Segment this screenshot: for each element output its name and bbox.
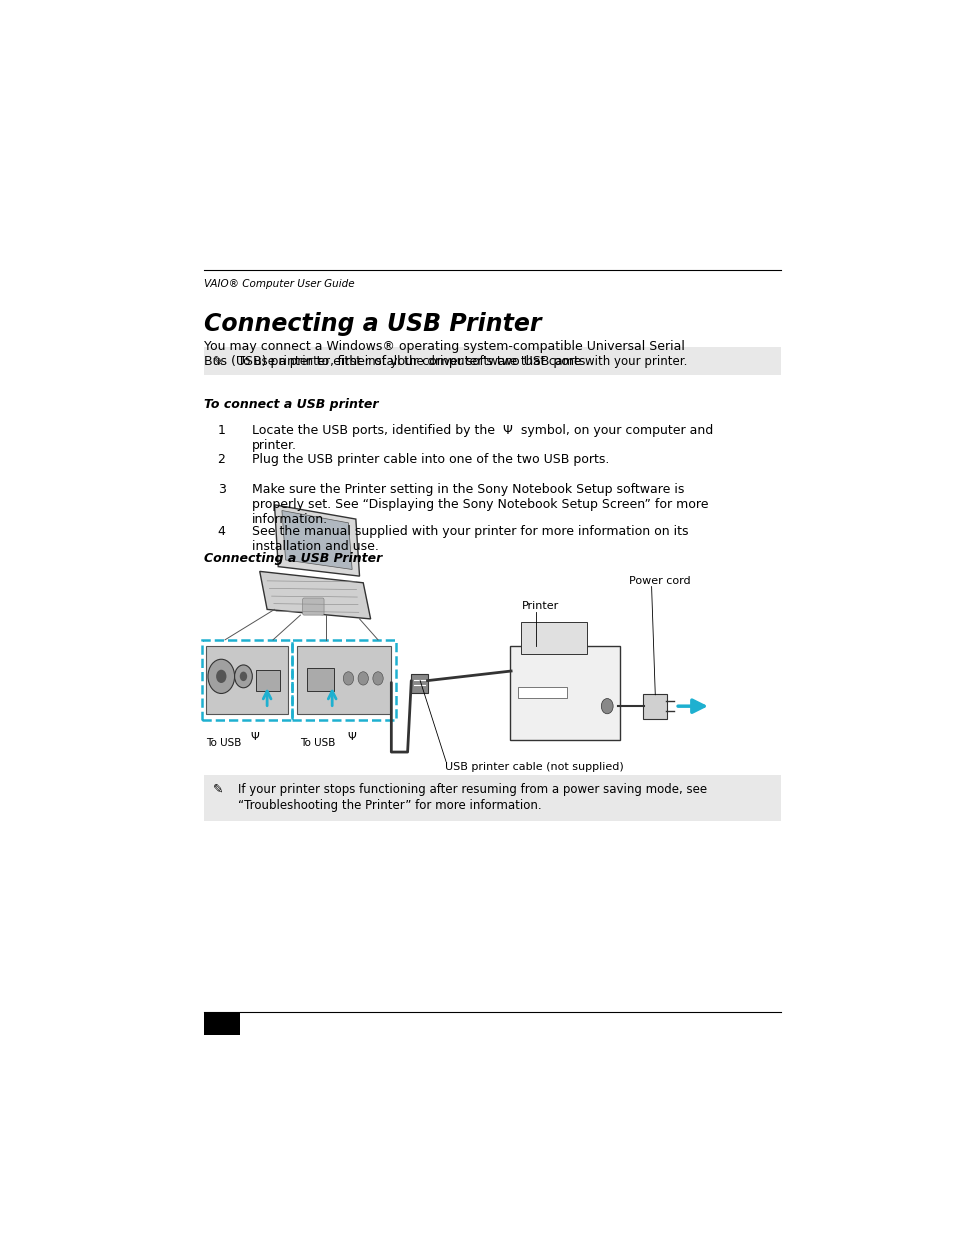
Text: 4: 4 (217, 525, 225, 537)
Text: 1: 1 (217, 424, 225, 437)
Text: Printer: Printer (521, 601, 558, 611)
Text: Plug the USB printer cable into one of the two USB ports.: Plug the USB printer cable into one of t… (252, 453, 609, 467)
Text: 62: 62 (213, 1000, 231, 1014)
FancyBboxPatch shape (204, 1013, 239, 1035)
Circle shape (234, 664, 252, 688)
Text: properly set. See “Displaying the Sony Notebook Setup Screen” for more: properly set. See “Displaying the Sony N… (252, 498, 708, 511)
Text: Connecting a USB Printer: Connecting a USB Printer (204, 311, 541, 336)
Circle shape (208, 659, 234, 694)
Text: Connecting a USB Printer: Connecting a USB Printer (204, 552, 382, 566)
Text: 3: 3 (217, 483, 225, 496)
Text: To USB: To USB (300, 737, 335, 747)
FancyBboxPatch shape (206, 646, 288, 714)
Text: information.: information. (252, 514, 328, 526)
Text: VAIO® Computer User Guide: VAIO® Computer User Guide (204, 279, 355, 289)
Text: See the manual supplied with your printer for more information on its: See the manual supplied with your printe… (252, 525, 688, 537)
Text: To USB: To USB (206, 737, 242, 747)
Text: “Troubleshooting the Printer” for more information.: “Troubleshooting the Printer” for more i… (237, 799, 540, 811)
FancyBboxPatch shape (302, 598, 324, 615)
Polygon shape (274, 505, 359, 576)
Text: ✎: ✎ (213, 783, 223, 795)
Circle shape (216, 669, 226, 683)
Circle shape (357, 672, 368, 685)
Circle shape (343, 672, 354, 685)
Text: installation and use.: installation and use. (252, 540, 378, 553)
Text: Locate the USB ports, identified by the  Ψ  symbol, on your computer and: Locate the USB ports, identified by the … (252, 424, 713, 437)
Text: USB printer cable (not supplied): USB printer cable (not supplied) (444, 762, 622, 772)
Text: If your printer stops functioning after resuming from a power saving mode, see: If your printer stops functioning after … (237, 783, 706, 795)
Text: Power cord: Power cord (629, 576, 690, 585)
Text: ✎: ✎ (213, 354, 223, 368)
Text: Ψ: Ψ (251, 732, 259, 742)
Text: Make sure the Printer setting in the Sony Notebook Setup software is: Make sure the Printer setting in the Son… (252, 483, 684, 496)
FancyBboxPatch shape (204, 774, 781, 820)
Text: You may connect a Windows® operating system-compatible Universal Serial: You may connect a Windows® operating sys… (204, 341, 684, 353)
Text: To connect a USB printer: To connect a USB printer (204, 399, 378, 411)
Circle shape (373, 672, 383, 685)
FancyBboxPatch shape (520, 621, 586, 655)
FancyBboxPatch shape (255, 671, 279, 692)
Circle shape (239, 672, 247, 682)
Text: To use a printer, first install the driver software that came with your printer.: To use a printer, first install the driv… (237, 354, 686, 368)
FancyBboxPatch shape (296, 646, 391, 714)
FancyBboxPatch shape (410, 674, 428, 693)
Text: Bus (USB) printer to either of your computer’s two USB ports.: Bus (USB) printer to either of your comp… (204, 354, 589, 368)
Polygon shape (282, 510, 352, 569)
FancyBboxPatch shape (509, 646, 619, 740)
Text: printer.: printer. (252, 440, 297, 452)
FancyBboxPatch shape (307, 668, 335, 692)
Circle shape (600, 699, 613, 714)
Polygon shape (259, 572, 370, 619)
FancyBboxPatch shape (642, 694, 666, 719)
FancyBboxPatch shape (204, 347, 781, 375)
Text: 2: 2 (217, 453, 225, 467)
Text: Ψ: Ψ (347, 732, 355, 742)
FancyBboxPatch shape (517, 687, 567, 698)
